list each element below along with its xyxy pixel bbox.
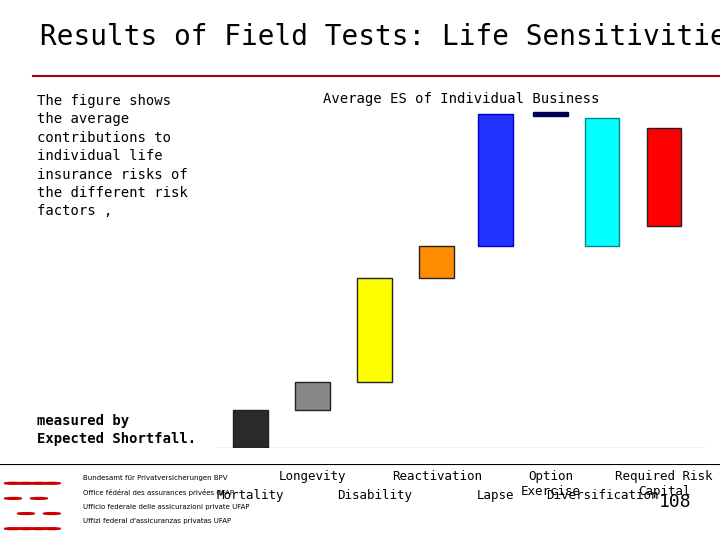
Text: measured by
Expected Shortfall.: measured by Expected Shortfall. [37,414,196,446]
Bar [647,128,681,226]
Circle shape [43,482,60,484]
Text: Lapse: Lapse [477,489,514,502]
Circle shape [4,482,22,484]
Text: Ufficio federale delle assicurazioni private UFAP: Ufficio federale delle assicurazioni pri… [83,504,249,510]
Bar [295,382,330,410]
Circle shape [4,497,22,500]
Text: Diversification: Diversification [546,489,658,502]
Bar [357,278,392,382]
Circle shape [43,528,60,530]
Circle shape [30,528,48,530]
Text: Option
Exercise: Option Exercise [521,470,580,498]
Bar [534,112,567,116]
Text: Results of Field Tests: Life Sensitivities: Results of Field Tests: Life Sensitiviti… [40,23,720,51]
Circle shape [30,497,48,500]
Circle shape [17,528,35,530]
Text: The figure shows
the average
contributions to
individual life
insurance risks of: The figure shows the average contributio… [37,94,188,218]
Text: Reactivation: Reactivation [392,470,482,483]
Text: Average ES of Individual Business: Average ES of Individual Business [323,92,599,106]
Circle shape [17,482,35,484]
Text: Disability: Disability [337,489,412,502]
Text: Bundesamt für Privatversicherungen BPV: Bundesamt für Privatversicherungen BPV [83,475,228,481]
Text: Longevity: Longevity [279,470,346,483]
Bar [233,410,268,448]
Bar [420,246,454,278]
Text: Uffizi federal d'assicuranzas privatas UFAP: Uffizi federal d'assicuranzas privatas U… [83,518,231,524]
Circle shape [43,512,60,515]
Circle shape [4,528,22,530]
Text: Mortality: Mortality [217,489,284,502]
Bar [478,114,513,246]
Bar [585,118,619,246]
Text: 108: 108 [659,493,691,511]
Text: Required Risk
Capital: Required Risk Capital [616,470,713,498]
Circle shape [17,512,35,515]
Circle shape [30,482,48,484]
Text: Office fédéral des assurances privées OFAP: Office fédéral des assurances privées OF… [83,489,234,496]
